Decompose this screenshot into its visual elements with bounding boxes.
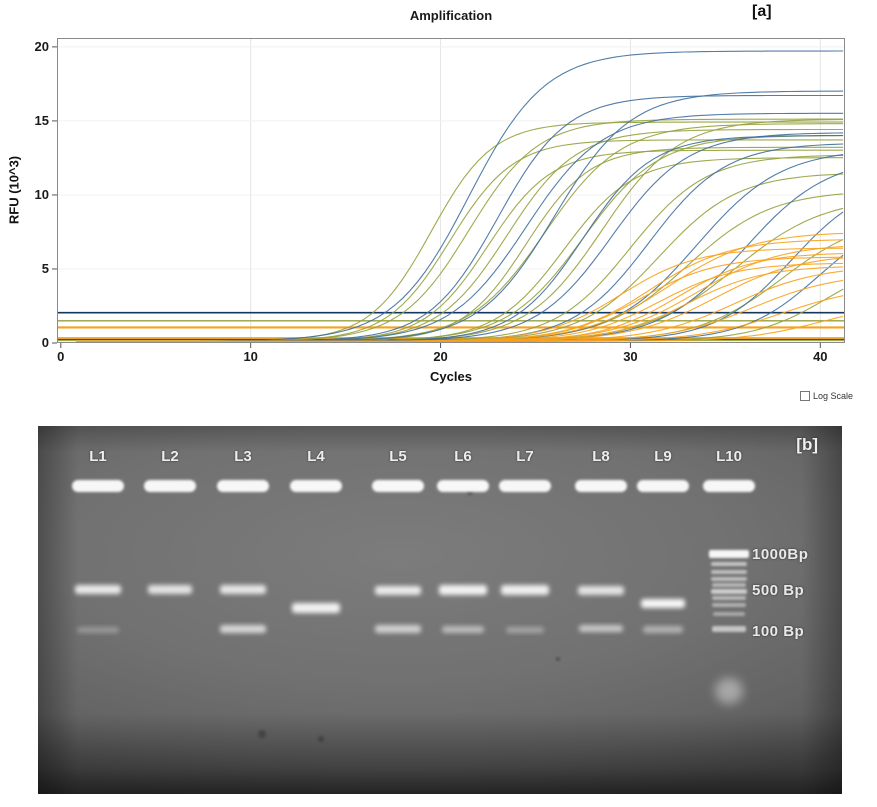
- gel-well: [703, 480, 755, 492]
- amplification-curve: [76, 279, 844, 342]
- log-scale-checkbox[interactable]: [799, 391, 810, 401]
- gel-band: [501, 585, 549, 595]
- gel-band: [506, 627, 544, 633]
- gel-image-canvas: [72, 480, 755, 742]
- ladder-band: [712, 626, 746, 632]
- lane-label: L6: [454, 448, 472, 465]
- gel-band: [292, 603, 340, 613]
- plot-border: [57, 38, 845, 343]
- gel-band: [442, 626, 484, 633]
- y-tick-label: 0: [41, 335, 49, 350]
- dye-front-blob: [715, 678, 743, 704]
- y-tick-label: 5: [41, 260, 49, 276]
- y-tick-label: 10: [34, 186, 49, 202]
- gel-band: [579, 625, 623, 632]
- amplification-plot-canvas: [52, 38, 845, 348]
- gel-band: [641, 599, 685, 608]
- gel-speck: [556, 657, 560, 661]
- amplification-plot: [52, 38, 845, 348]
- ladder-band: [711, 562, 747, 566]
- gel-band: [220, 625, 266, 633]
- ladder-band: [709, 550, 749, 558]
- amplification-curve: [76, 239, 844, 342]
- y-tick-label: 20: [34, 38, 49, 54]
- gel-band: [439, 585, 487, 595]
- chart-title: Amplification: [409, 8, 493, 23]
- gel-band: [643, 626, 683, 633]
- x-tick-label: 40: [813, 349, 828, 364]
- amplification-curve: [76, 132, 844, 342]
- lane-label: L7: [516, 448, 534, 465]
- amplification-curve: [76, 315, 844, 342]
- amplification-curve: [76, 193, 844, 342]
- ladder-band: [712, 596, 746, 600]
- gel-band: [148, 585, 192, 594]
- gel-band: [375, 586, 421, 595]
- x-axis-label: Cycles: [430, 369, 472, 384]
- amplification-curve: [76, 239, 844, 342]
- gel-band: [220, 585, 266, 594]
- size-marker-label: 500 Bp: [752, 582, 805, 599]
- panel-a-label: [a]: [752, 3, 772, 20]
- amplification-curve: [76, 94, 844, 342]
- ladder-band: [711, 577, 747, 581]
- amplification-curve: [76, 135, 844, 342]
- amplification-curve: [76, 134, 844, 342]
- log-scale-label: Log Scale: [812, 391, 853, 401]
- gel-well: [144, 480, 196, 492]
- gel-band: [578, 586, 624, 595]
- lane-label: L2: [161, 448, 179, 465]
- ladder-band: [711, 570, 747, 574]
- size-marker-label: 1000Bp: [752, 546, 809, 563]
- gel-well: [72, 480, 124, 492]
- amplification-curve: [76, 128, 844, 342]
- gel-band: [75, 585, 121, 594]
- gel-speck: [318, 736, 324, 742]
- lane-label: L1: [89, 448, 107, 465]
- amplification-curve: [76, 143, 844, 342]
- x-tick-label: 0: [57, 349, 65, 364]
- gel-well: [217, 480, 269, 492]
- amplification-curve: [76, 90, 844, 342]
- gel-band: [77, 627, 119, 633]
- x-tick-label: 20: [433, 349, 448, 364]
- ladder-band: [713, 612, 745, 616]
- lane-label: L8: [592, 448, 610, 465]
- amplification-curve: [76, 232, 844, 342]
- ladder-band: [712, 603, 746, 607]
- x-tick-label: 10: [243, 349, 258, 364]
- gel-well: [372, 480, 424, 492]
- amplification-panel: Amplification [a] RFU (10^3) Cycles Log …: [7, 3, 853, 401]
- lane-label: L3: [234, 448, 252, 465]
- lane-label: L10: [716, 448, 742, 465]
- gel-well: [499, 480, 551, 492]
- gel-panel: [b] L1 L2 L3 L4 L5 L6 L7 L8 L9 L10 1000Bp 500 Bp 100…: [38, 426, 842, 794]
- x-tick-label: 30: [623, 349, 638, 364]
- ladder-band: [711, 589, 747, 594]
- gel-well: [637, 480, 689, 492]
- gel-well: [575, 480, 627, 492]
- panel-b-label: [b]: [796, 435, 818, 454]
- lane-label: L5: [389, 448, 407, 465]
- amplification-curve: [76, 295, 844, 342]
- size-marker-label: 100 Bp: [752, 623, 805, 640]
- lane-label: L4: [307, 448, 325, 465]
- gel-speck: [258, 730, 266, 738]
- ladder-band: [712, 583, 746, 587]
- gel-well: [437, 480, 489, 492]
- gel-band: [375, 625, 421, 633]
- log-scale-control[interactable]: Log Scale: [799, 391, 853, 401]
- y-tick-label: 15: [34, 112, 49, 128]
- gel-well: [290, 480, 342, 492]
- lane-label: L9: [654, 448, 672, 465]
- amplification-curve: [76, 139, 844, 342]
